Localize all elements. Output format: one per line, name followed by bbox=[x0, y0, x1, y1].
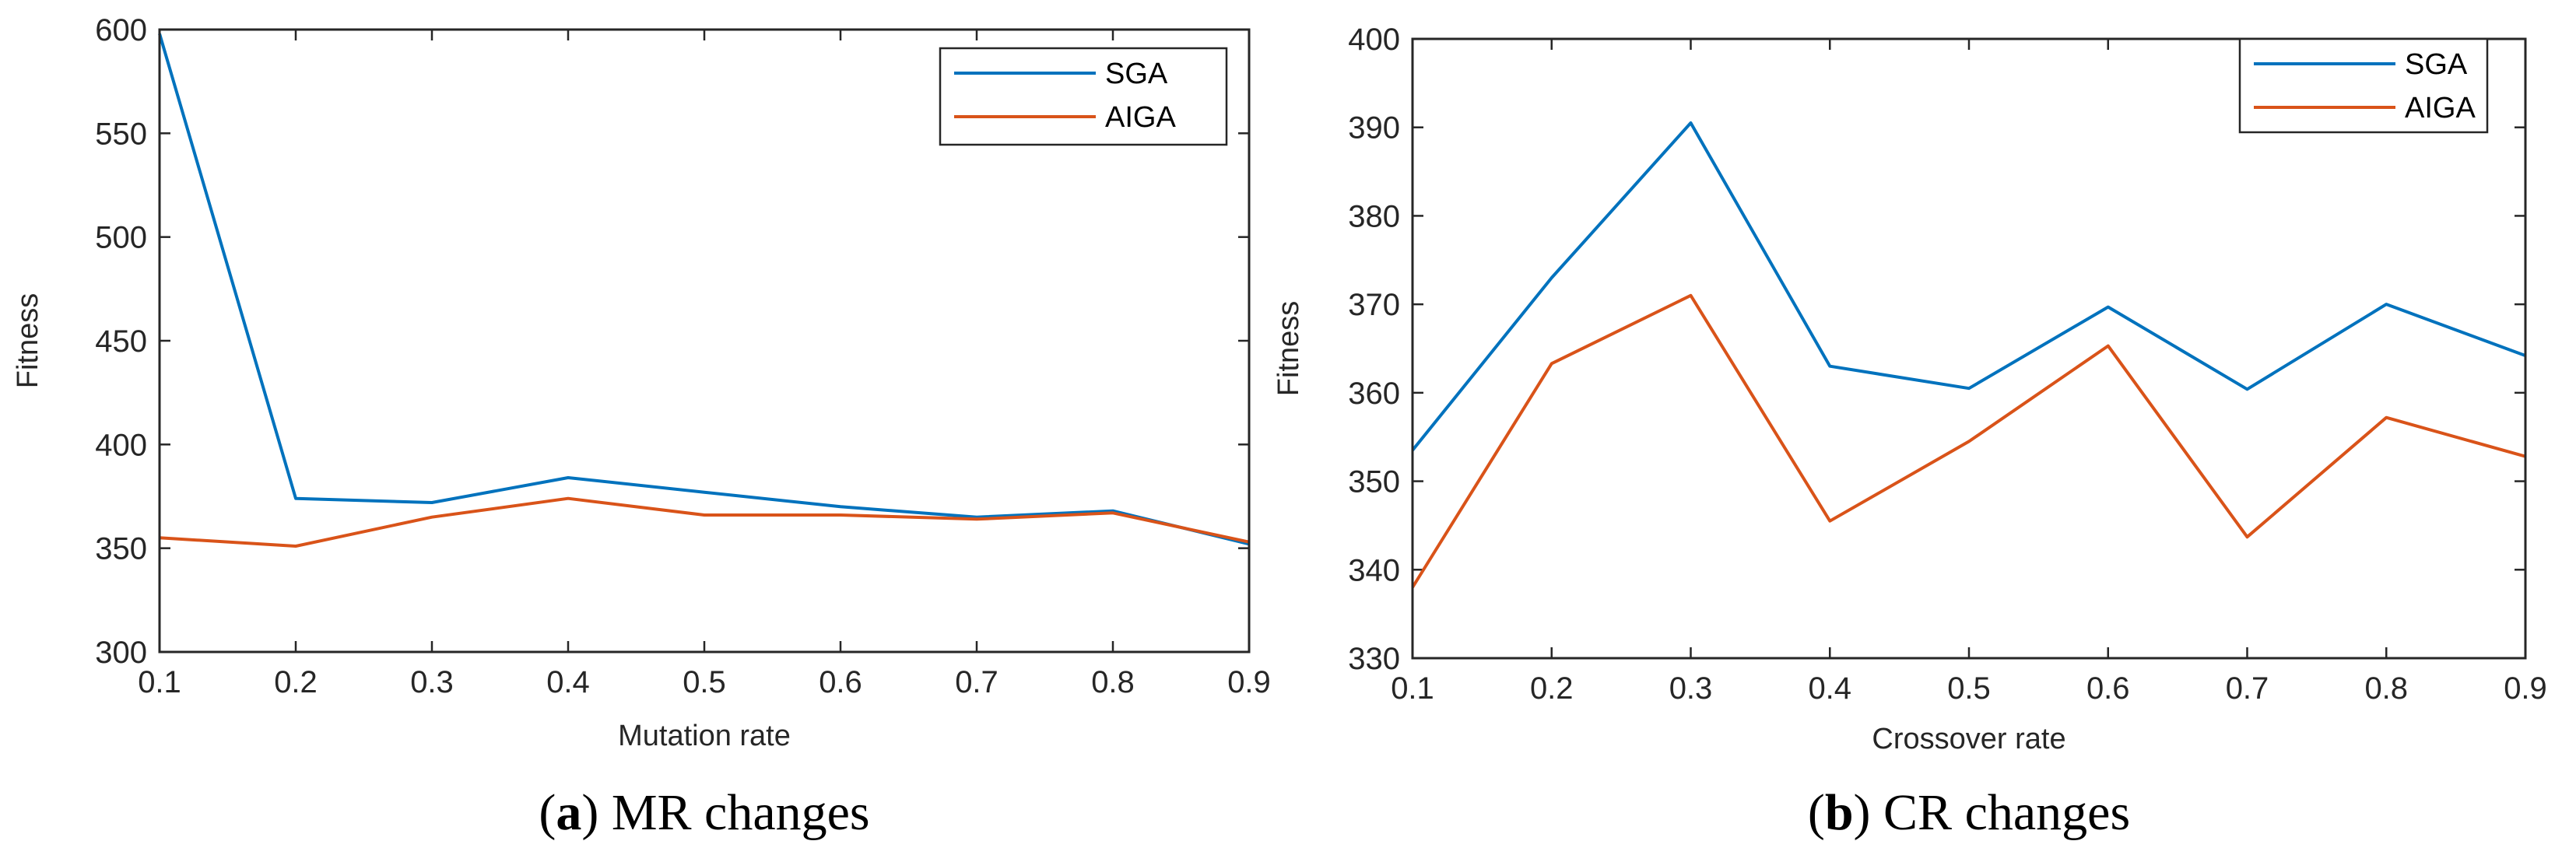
x-tick-label: 0.5 bbox=[1947, 671, 1991, 706]
x-tick-label: 0.3 bbox=[410, 665, 454, 699]
x-tick-label: 0.6 bbox=[819, 665, 862, 699]
y-axis-label: Fitness bbox=[1272, 301, 1305, 396]
y-tick-label: 450 bbox=[95, 324, 147, 359]
x-tick-label: 0.8 bbox=[1091, 665, 1135, 699]
y-tick-label: 370 bbox=[1348, 288, 1400, 322]
y-tick-label: 400 bbox=[1348, 23, 1400, 57]
x-tick-label: 0.7 bbox=[2226, 671, 2269, 706]
x-tick-label: 0.1 bbox=[1391, 671, 1434, 706]
y-tick-label: 350 bbox=[1348, 465, 1400, 499]
series-line-sga bbox=[158, 33, 1250, 546]
y-axis-label: Fitness bbox=[12, 293, 44, 388]
legend-label-sga: SGA bbox=[2405, 48, 2468, 81]
x-tick-label: 0.9 bbox=[1227, 665, 1271, 699]
y-tick-label: 390 bbox=[1348, 111, 1400, 145]
chart-panel-a: 0.1 0.2 0.3 0.4 0.5 0.6 0.7 0.8 0.9 300 350 400 450 5… bbox=[12, 13, 1271, 841]
x-tick-label: 0.5 bbox=[683, 665, 726, 699]
x-tick-label: 0.7 bbox=[955, 665, 998, 699]
y-tick-label: 400 bbox=[95, 428, 147, 462]
x-tick-label: 0.8 bbox=[2364, 671, 2408, 706]
panel-caption: (a) MR changes bbox=[539, 784, 869, 841]
x-axis-label: Mutation rate bbox=[618, 720, 791, 752]
y-tick-label: 500 bbox=[95, 221, 147, 255]
axes-box bbox=[1411, 37, 2527, 660]
legend-box bbox=[2238, 37, 2489, 134]
panel-caption: (b) CR changes bbox=[1808, 784, 2130, 841]
plot-area bbox=[1413, 39, 2525, 658]
y-tick-label: 360 bbox=[1348, 377, 1400, 411]
legend-box bbox=[939, 47, 1228, 146]
legend-label-aiga: AIGA bbox=[2405, 92, 2476, 124]
y-tick-label: 350 bbox=[95, 532, 147, 566]
y-tick-label: 330 bbox=[1348, 642, 1400, 676]
x-tick-label: 0.6 bbox=[2086, 671, 2130, 706]
x-tick-label: 0.3 bbox=[1669, 671, 1713, 706]
series-line-aiga bbox=[159, 496, 1250, 548]
x-tick-label: 0.4 bbox=[1808, 671, 1851, 706]
legend-label-sga: SGA bbox=[1105, 58, 1168, 90]
y-tick-label: 380 bbox=[1348, 199, 1400, 233]
series-line-sga bbox=[1411, 121, 2526, 452]
x-tick-label: 0.9 bbox=[2504, 671, 2547, 706]
chart-panel-b: 0.1 0.2 0.3 0.4 0.5 0.6 0.7 0.8 0.9 330 340 350 360 3… bbox=[1272, 23, 2547, 841]
x-axis-label: Crossover rate bbox=[1872, 723, 2065, 755]
x-tick-label: 0.2 bbox=[1530, 671, 1574, 706]
series-line-aiga bbox=[1411, 293, 2526, 589]
y-tick-label: 550 bbox=[95, 117, 147, 151]
y-tick-label: 340 bbox=[1348, 553, 1400, 587]
x-tick-label: 0.1 bbox=[138, 665, 181, 699]
x-tick-label: 0.2 bbox=[274, 665, 318, 699]
y-tick-label: 300 bbox=[95, 636, 147, 670]
legend-label-aiga: AIGA bbox=[1105, 101, 1176, 134]
axes-box bbox=[158, 28, 1251, 654]
y-tick-label: 600 bbox=[95, 13, 147, 47]
x-tick-label: 0.4 bbox=[546, 665, 590, 699]
